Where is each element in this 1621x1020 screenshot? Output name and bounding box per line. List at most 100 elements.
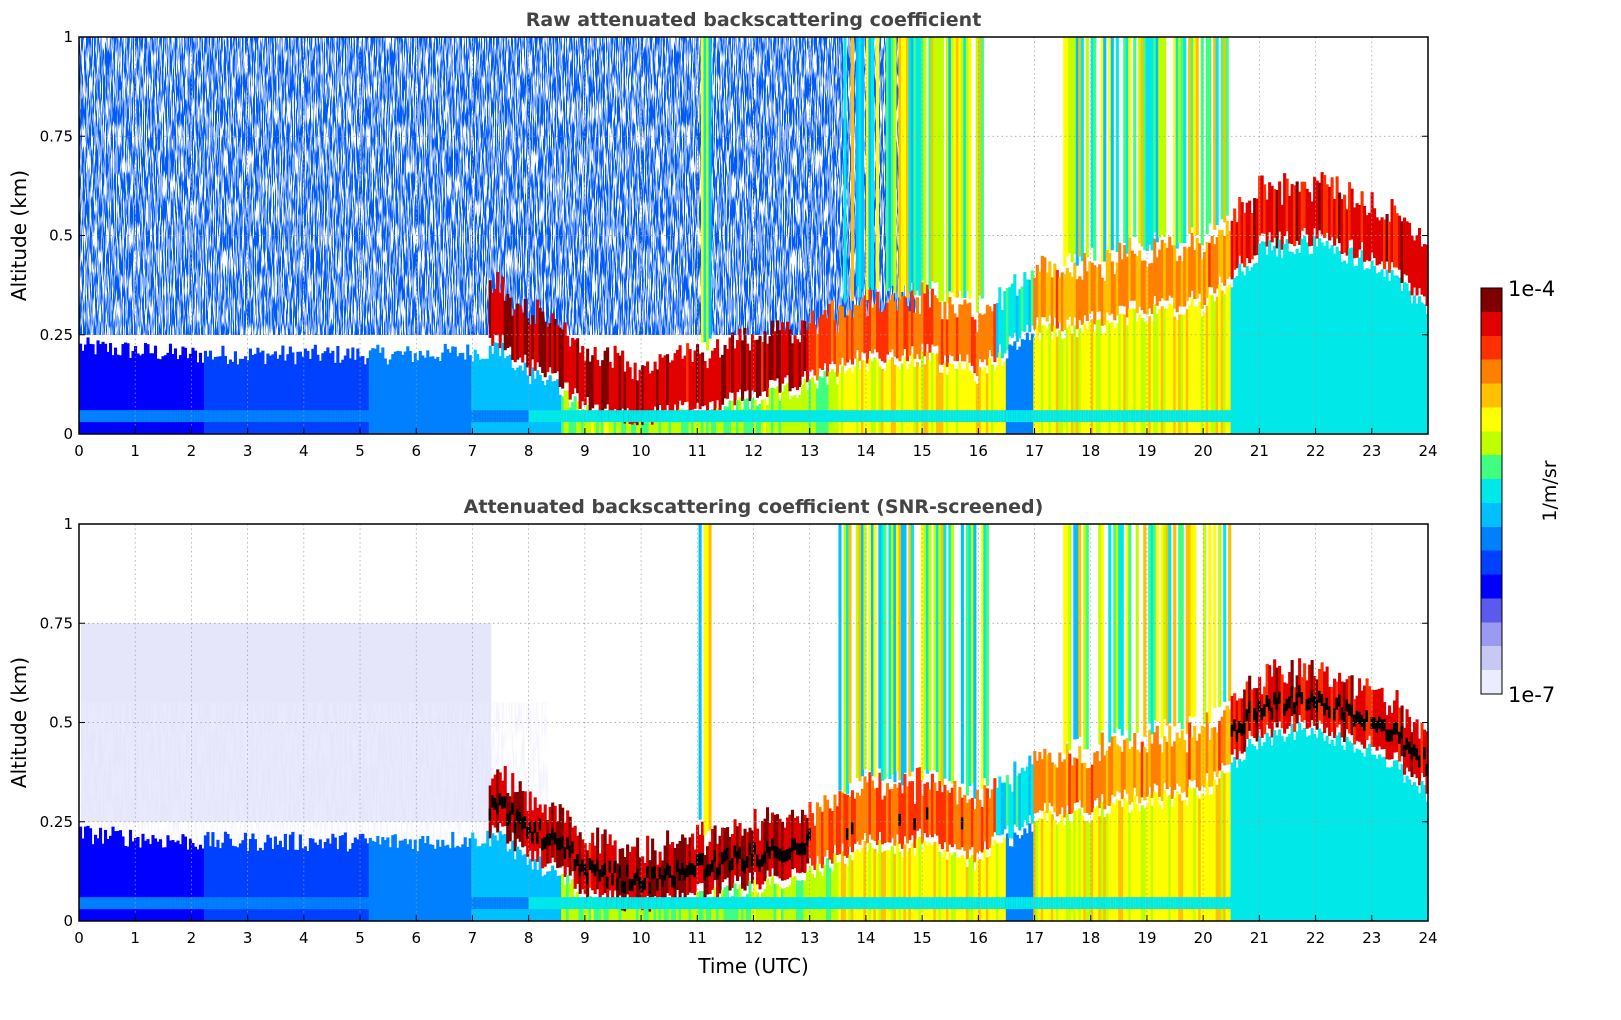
- ground-stripe: [486, 897, 490, 910]
- bl-column: [351, 843, 355, 921]
- bl-column: [1410, 784, 1414, 921]
- bl-column: [1190, 789, 1194, 921]
- bl-column: [348, 848, 352, 921]
- aerosol-layer-column: [711, 350, 715, 402]
- ground-stripe: [496, 897, 500, 910]
- ground-stripe: [666, 897, 670, 910]
- ground-stripe: [403, 410, 407, 423]
- ground-stripe: [371, 410, 375, 423]
- bl-column: [446, 349, 450, 434]
- ground-stripe: [548, 897, 552, 910]
- bl-column: [221, 842, 225, 921]
- aerosol-layer-column: [945, 790, 949, 852]
- aerosol-layer-column: [1008, 784, 1012, 839]
- cloud-streak: [858, 524, 862, 782]
- aerosol-layer-column: [1115, 262, 1119, 316]
- ground-stripe: [708, 410, 712, 423]
- bl-column: [181, 346, 185, 434]
- bl-column: [1213, 779, 1217, 921]
- bl-column: [1195, 795, 1199, 921]
- ground-stripe: [1175, 410, 1179, 423]
- aerosol-layer-column: [980, 806, 984, 853]
- bl-column: [1275, 735, 1279, 921]
- ground-stripe: [161, 410, 165, 423]
- bl-column: [1015, 349, 1019, 434]
- bl-column: [626, 415, 630, 434]
- aerosol-layer-column: [1205, 712, 1209, 774]
- ground-stripe: [1388, 897, 1392, 910]
- ground-stripe: [496, 410, 500, 423]
- bl-column: [1078, 328, 1082, 434]
- x-tick-label: 7: [468, 442, 478, 460]
- aerosol-layer-column: [1408, 222, 1412, 283]
- aerosol-layer-column: [810, 813, 815, 866]
- ground-stripe: [1100, 410, 1104, 423]
- ground-stripe: [1035, 897, 1039, 910]
- ground-stripe: [376, 410, 380, 423]
- cloud-streak: [1205, 37, 1209, 235]
- ground-stripe: [1148, 410, 1152, 423]
- aerosol-layer-column: [1095, 267, 1099, 313]
- bl-column: [108, 835, 113, 921]
- cloud-streak: [880, 524, 885, 781]
- ground-stripe: [283, 897, 287, 910]
- ground-stripe: [1318, 410, 1322, 423]
- bl-column: [1228, 284, 1232, 434]
- bl-column: [1305, 242, 1309, 434]
- bl-column: [1040, 818, 1044, 921]
- bl-column: [341, 359, 345, 434]
- ground-stripe: [1395, 897, 1399, 910]
- bl-column: [900, 363, 904, 434]
- ground-stripe: [418, 897, 422, 910]
- bl-column: [188, 838, 193, 921]
- bl-column: [1080, 332, 1084, 434]
- aerosol-layer-column: [1083, 762, 1087, 813]
- ground-stripe: [770, 897, 775, 910]
- aerosol-layer-column: [718, 357, 722, 410]
- saturated-core: [701, 853, 705, 866]
- bl-column: [1140, 805, 1144, 921]
- ground-stripe: [718, 410, 722, 423]
- ground-stripe: [633, 410, 637, 423]
- ground-stripe: [201, 410, 205, 423]
- bl-column: [1263, 742, 1267, 921]
- ground-stripe: [541, 897, 545, 910]
- ground-stripe: [231, 410, 235, 423]
- bl-column: [903, 356, 907, 434]
- saturated-core: [1293, 702, 1297, 715]
- bl-column: [121, 344, 125, 434]
- ground-stripe: [243, 897, 247, 910]
- bl-column: [1350, 743, 1354, 921]
- bl-column: [461, 352, 465, 434]
- cloud-streak: [703, 524, 707, 836]
- cloud-streak: [1203, 524, 1207, 725]
- bl-column: [586, 909, 590, 921]
- bl-column: [313, 842, 317, 921]
- bl-column: [1163, 790, 1167, 921]
- ground-stripe: [371, 897, 375, 910]
- ground-stripe: [276, 410, 280, 423]
- bl-column: [701, 414, 705, 434]
- bl-column: [436, 356, 440, 434]
- bl-column: [243, 356, 247, 434]
- ground-stripe: [563, 410, 567, 423]
- ground-stripe: [1088, 897, 1092, 910]
- aerosol-layer-column: [666, 354, 670, 406]
- aerosol-layer-column: [1110, 261, 1114, 314]
- cloud-streak: [918, 37, 922, 296]
- ground-stripe: [1045, 897, 1049, 910]
- ground-stripe: [805, 897, 810, 910]
- ground-stripe: [1273, 897, 1277, 910]
- bl-column: [656, 422, 660, 434]
- bl-column: [935, 843, 939, 921]
- cloud-streak: [1128, 37, 1132, 238]
- bl-column: [1275, 256, 1279, 434]
- bl-column: [643, 422, 647, 434]
- ground-stripe: [800, 410, 805, 423]
- ground-stripe: [778, 897, 782, 910]
- ground-stripe: [1333, 410, 1337, 423]
- cloud-streak: [1178, 37, 1182, 243]
- bl-column: [1418, 793, 1422, 921]
- bl-column: [1288, 251, 1292, 434]
- ground-stripe: [353, 897, 357, 910]
